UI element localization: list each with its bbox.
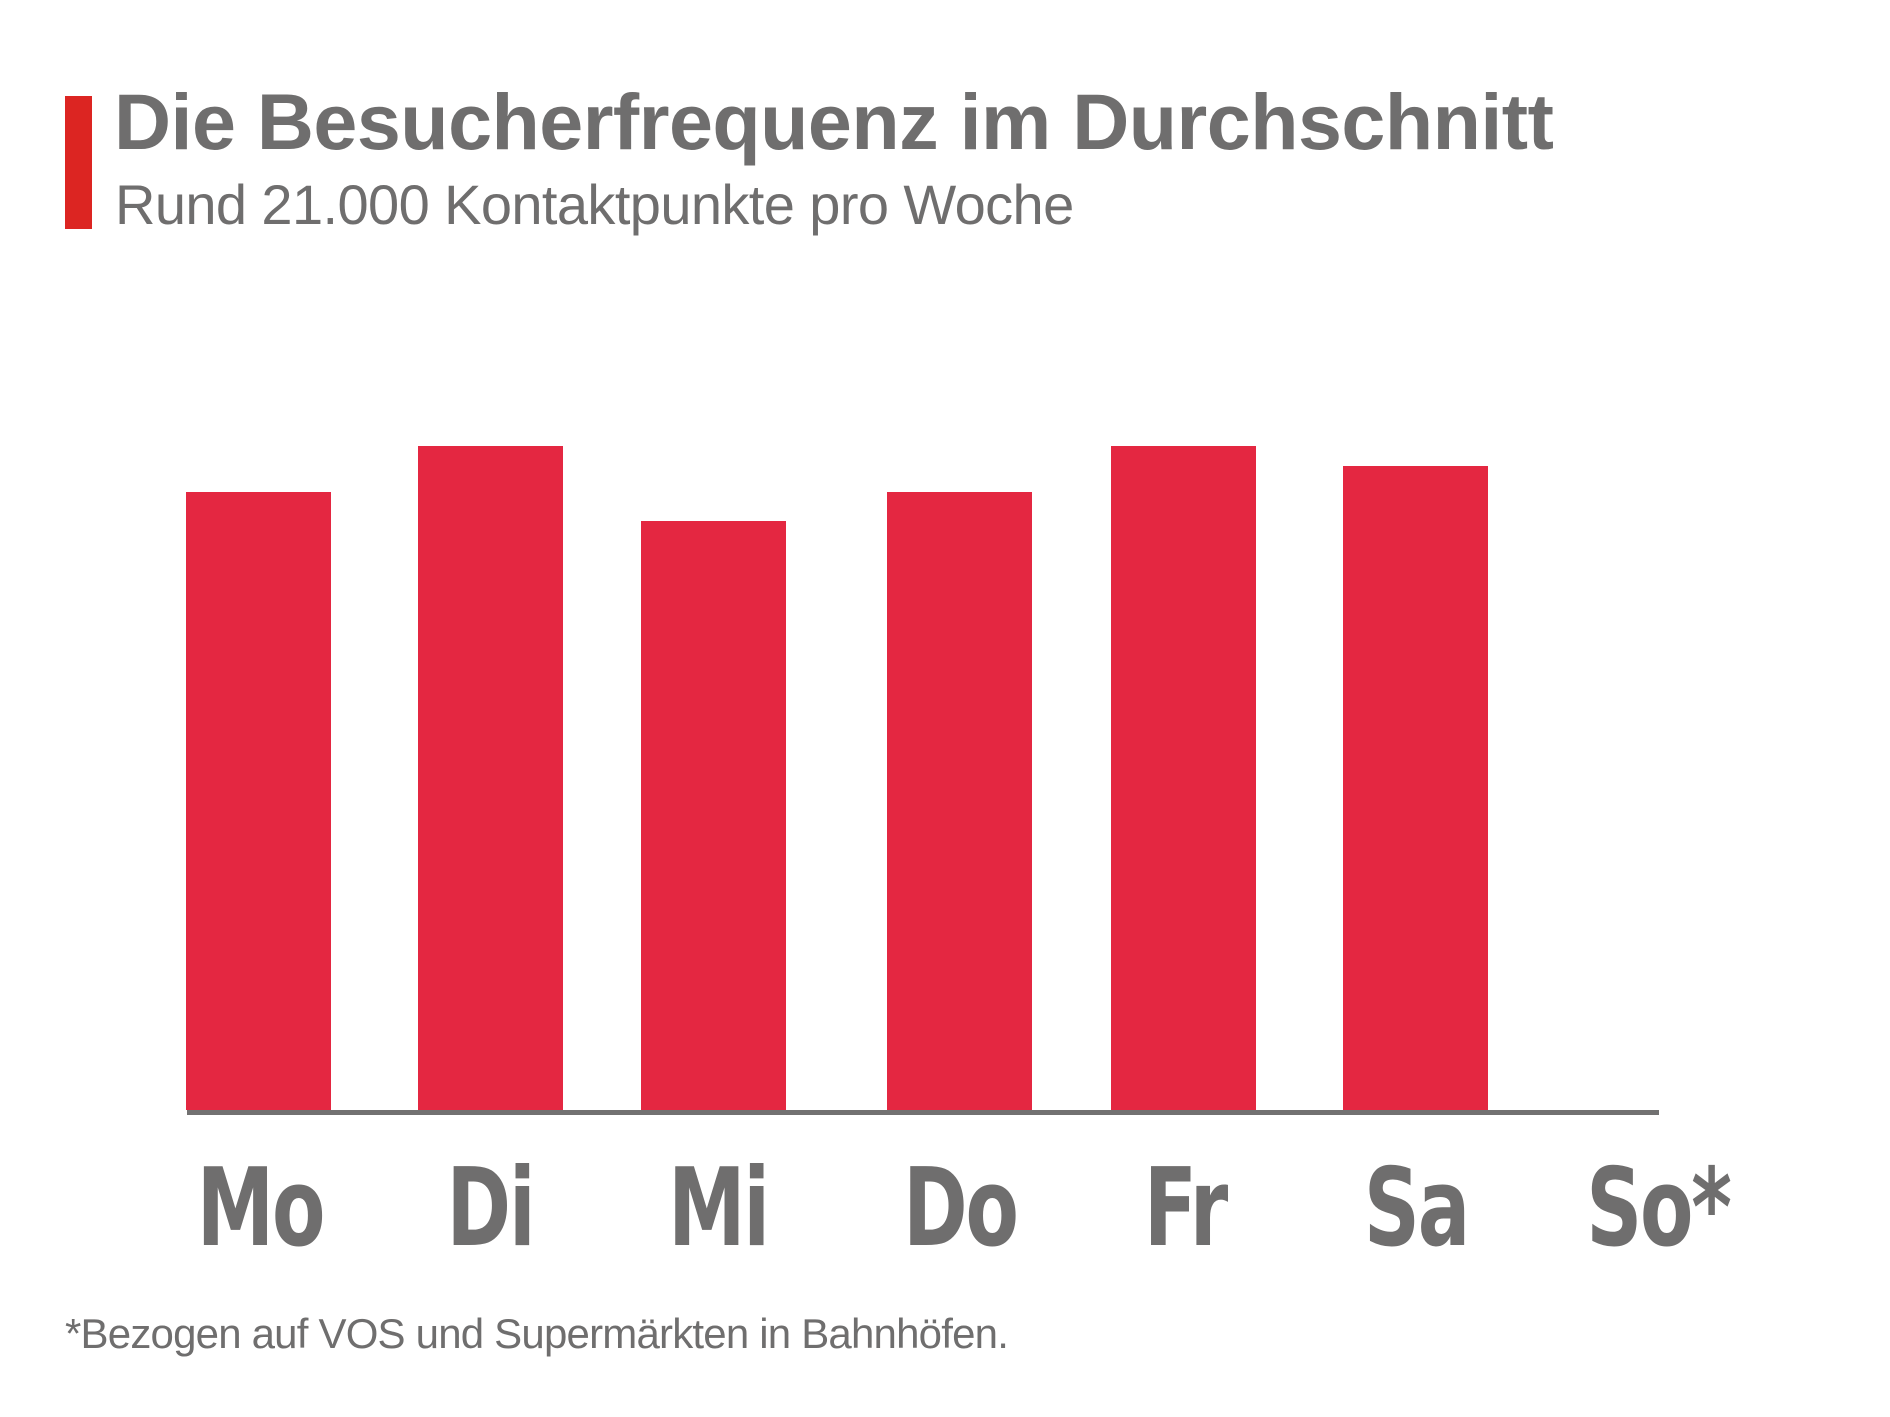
x-label-sa: Sa [1363,1146,1470,1271]
chart-subtitle: Rund 21.000 Kontaktpunkte pro Woche [115,173,1074,236]
x-axis-line [187,1110,1659,1115]
bar-mi [641,521,786,1110]
bar-do [887,492,1032,1110]
x-label-mi: Mi [668,1146,770,1271]
x-label-so: So* [1586,1146,1732,1271]
x-label-mo: Mo [196,1146,326,1271]
bar-fr [1111,446,1256,1110]
chart-title: Die Besucherfrequenz im Durchschnitt [114,77,1554,166]
title-accent-bar [65,96,92,229]
bar-di [418,446,563,1110]
bar-sa [1343,466,1488,1110]
footnote: *Bezogen auf VOS und Supermärkten in Bah… [65,1310,1009,1357]
bar-mo [186,492,331,1110]
x-label-do: Do [903,1146,1019,1271]
x-label-di: Di [446,1146,536,1271]
x-label-fr: Fr [1143,1146,1228,1271]
